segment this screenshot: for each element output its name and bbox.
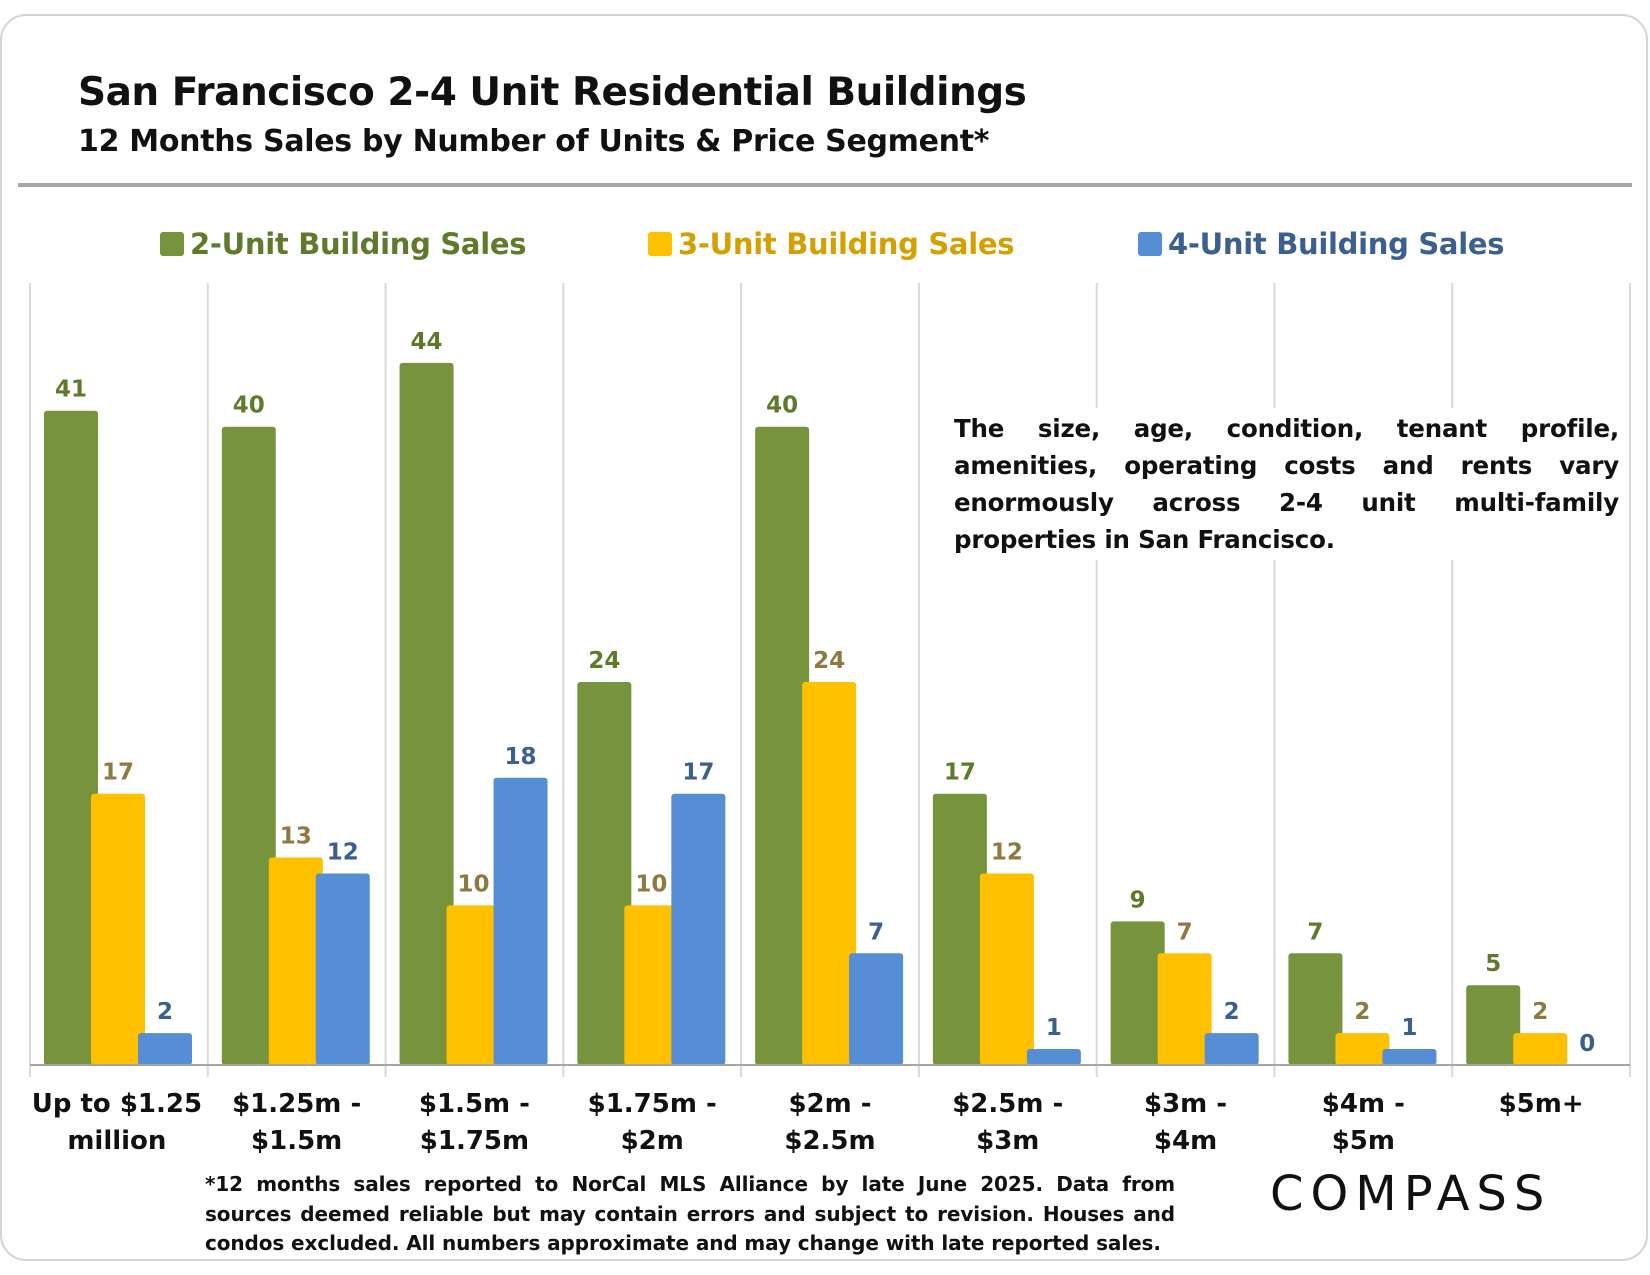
data-label-4-unit: 7 (868, 919, 884, 945)
bar-3-unit (1513, 1033, 1568, 1065)
bar-2-unit (577, 682, 632, 1065)
data-label-2-unit: 40 (233, 393, 265, 419)
data-label-4-unit: 2 (157, 999, 173, 1025)
bar-4-unit (1382, 1049, 1437, 1065)
bar-4-unit (138, 1033, 192, 1065)
bar-4-unit (1026, 1049, 1081, 1065)
data-label-4-unit: 12 (327, 840, 359, 866)
bar-3-unit (446, 905, 501, 1065)
x-tick-label: $4m -$5m (1322, 1089, 1405, 1156)
data-label-3-unit: 17 (102, 760, 134, 786)
data-label-4-unit: 18 (505, 744, 537, 770)
data-label-2-unit: 17 (944, 760, 976, 786)
compass-logo: COMPASS (1270, 1166, 1552, 1222)
bar-2-unit (221, 426, 276, 1065)
data-label-3-unit: 13 (280, 824, 312, 850)
data-label-4-unit: 0 (1579, 1031, 1595, 1057)
legend-swatch-4-unit (1138, 232, 1162, 256)
x-tick-label: $1.75m -$2m (588, 1089, 717, 1156)
legend-label-4-unit: 4-Unit Building Sales (1168, 227, 1504, 261)
bar-2-unit (755, 426, 810, 1065)
chart-annotation: The size, age, condition, tenant profile… (950, 408, 1623, 560)
data-label-2-unit: 5 (1485, 951, 1501, 977)
data-label-3-unit: 10 (635, 871, 667, 897)
bar-4-unit (849, 953, 904, 1065)
data-label-4-unit: 1 (1401, 1015, 1417, 1041)
x-tick-label: Up to $1.25 million (32, 1089, 202, 1156)
legend-swatch-2-unit (160, 232, 184, 256)
data-label-3-unit: 2 (1532, 999, 1548, 1025)
bar-2-unit (1466, 985, 1521, 1065)
bar-3-unit (624, 905, 679, 1065)
data-label-2-unit: 41 (55, 377, 87, 403)
title-divider (18, 183, 1632, 187)
data-label-2-unit: 44 (411, 329, 443, 355)
bar-2-unit (1288, 953, 1343, 1065)
data-label-3-unit: 2 (1354, 999, 1370, 1025)
bar-2-unit (399, 362, 454, 1066)
bar-3-unit (1335, 1033, 1390, 1065)
x-tick-label: $1.25m -$1.5m (232, 1089, 361, 1156)
bar-3-unit (802, 682, 857, 1065)
x-tick-label: $5m+ (1499, 1089, 1584, 1119)
bar-3-unit (1157, 953, 1212, 1065)
x-tick-label: $2m -$2.5m (784, 1089, 875, 1156)
legend-swatch-3-unit (648, 232, 672, 256)
bar-2-unit (932, 793, 987, 1065)
x-tick-label: $1.5m -$1.75m (419, 1089, 530, 1156)
chart-subtitle: 12 Months Sales by Number of Units & Pri… (78, 124, 990, 159)
x-tick-label: $3m -$4m (1144, 1089, 1227, 1156)
bar-2-unit (44, 410, 98, 1065)
data-label-4-unit: 2 (1224, 999, 1240, 1025)
data-label-3-unit: 12 (991, 840, 1023, 866)
data-label-4-unit: 1 (1046, 1015, 1062, 1041)
data-label-2-unit: 7 (1307, 919, 1323, 945)
data-label-3-unit: 7 (1177, 919, 1193, 945)
bar-3-unit (268, 857, 323, 1065)
data-label-3-unit: 24 (813, 648, 845, 674)
footnote: *12 months sales reported to NorCal MLS … (205, 1172, 1175, 1255)
data-label-2-unit: 40 (766, 393, 798, 419)
data-label-4-unit: 17 (682, 760, 714, 786)
bar-3-unit (979, 873, 1034, 1065)
data-label-2-unit: 24 (588, 648, 620, 674)
bar-4-unit (671, 793, 726, 1065)
legend-label-3-unit: 3-Unit Building Sales (678, 227, 1014, 261)
bar-4-unit (493, 777, 548, 1065)
x-tick-label: $2.5m -$3m (952, 1089, 1063, 1156)
data-label-3-unit: 10 (458, 871, 490, 897)
bar-2-unit (1110, 921, 1165, 1065)
chart-title: San Francisco 2-4 Unit Residential Build… (78, 70, 1027, 115)
bar-4-unit (1204, 1033, 1259, 1065)
legend-label-2-unit: 2-Unit Building Sales (190, 227, 526, 261)
bar-4-unit (315, 873, 370, 1065)
bar-3-unit (91, 793, 145, 1065)
data-label-2-unit: 9 (1130, 887, 1146, 913)
